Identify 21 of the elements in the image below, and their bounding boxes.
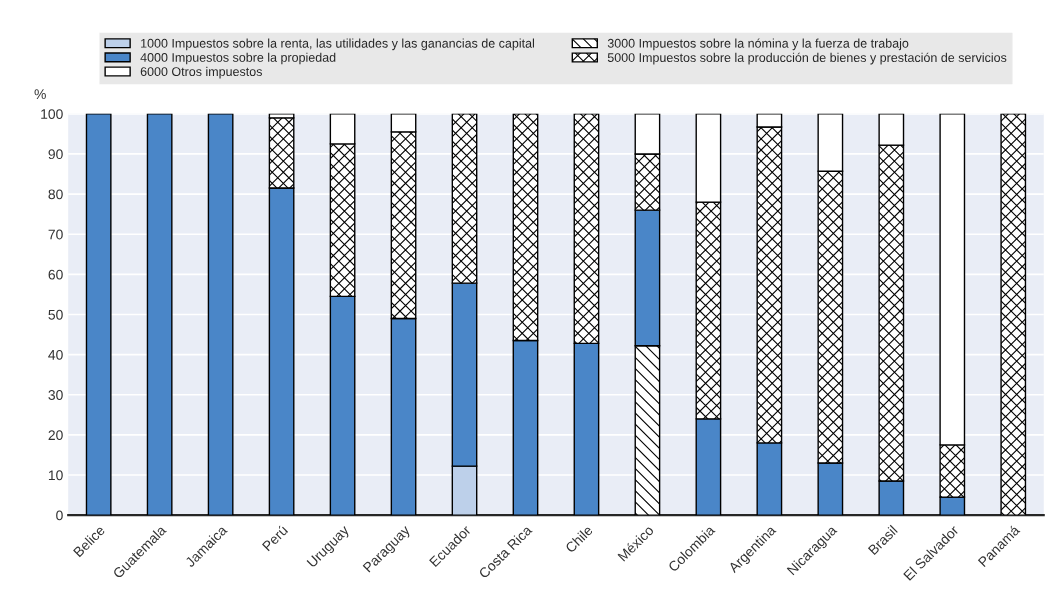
y-tick-label: 30 (48, 390, 63, 400)
y-tick-label: 50 (48, 309, 63, 320)
legend-label: 5000 Impuestos sobre la producción de bienes y prestación de servicios (607, 52, 1007, 65)
y-tick-label: 20 (48, 430, 63, 441)
legend-label: 4000 Impuestos sobre la propiedad (140, 52, 336, 65)
bar (146, 113, 173, 516)
legend-label: 6000 Otros impuestos (140, 66, 262, 79)
y-tick-label: 100 (41, 109, 63, 119)
bar (1000, 113, 1027, 516)
bar (85, 113, 112, 516)
y-tick-label: 90 (48, 149, 63, 160)
y-tick-label: 60 (48, 269, 63, 280)
y-axis-title: % (34, 89, 46, 99)
y-tick-label: 40 (48, 349, 63, 360)
legend-label: 3000 Impuestos sobre la nómina y la fuerza de trabajo (607, 38, 909, 51)
y-tick-label: 0 (56, 510, 63, 521)
y-tick-label: 70 (48, 229, 63, 240)
bar (207, 113, 234, 516)
y-tick-label: 80 (48, 189, 63, 200)
y-tick-label: 10 (48, 470, 63, 481)
legend-label: 1000 Impuestos sobre la renta, las utilidades y las ganancias de capital (141, 38, 534, 51)
